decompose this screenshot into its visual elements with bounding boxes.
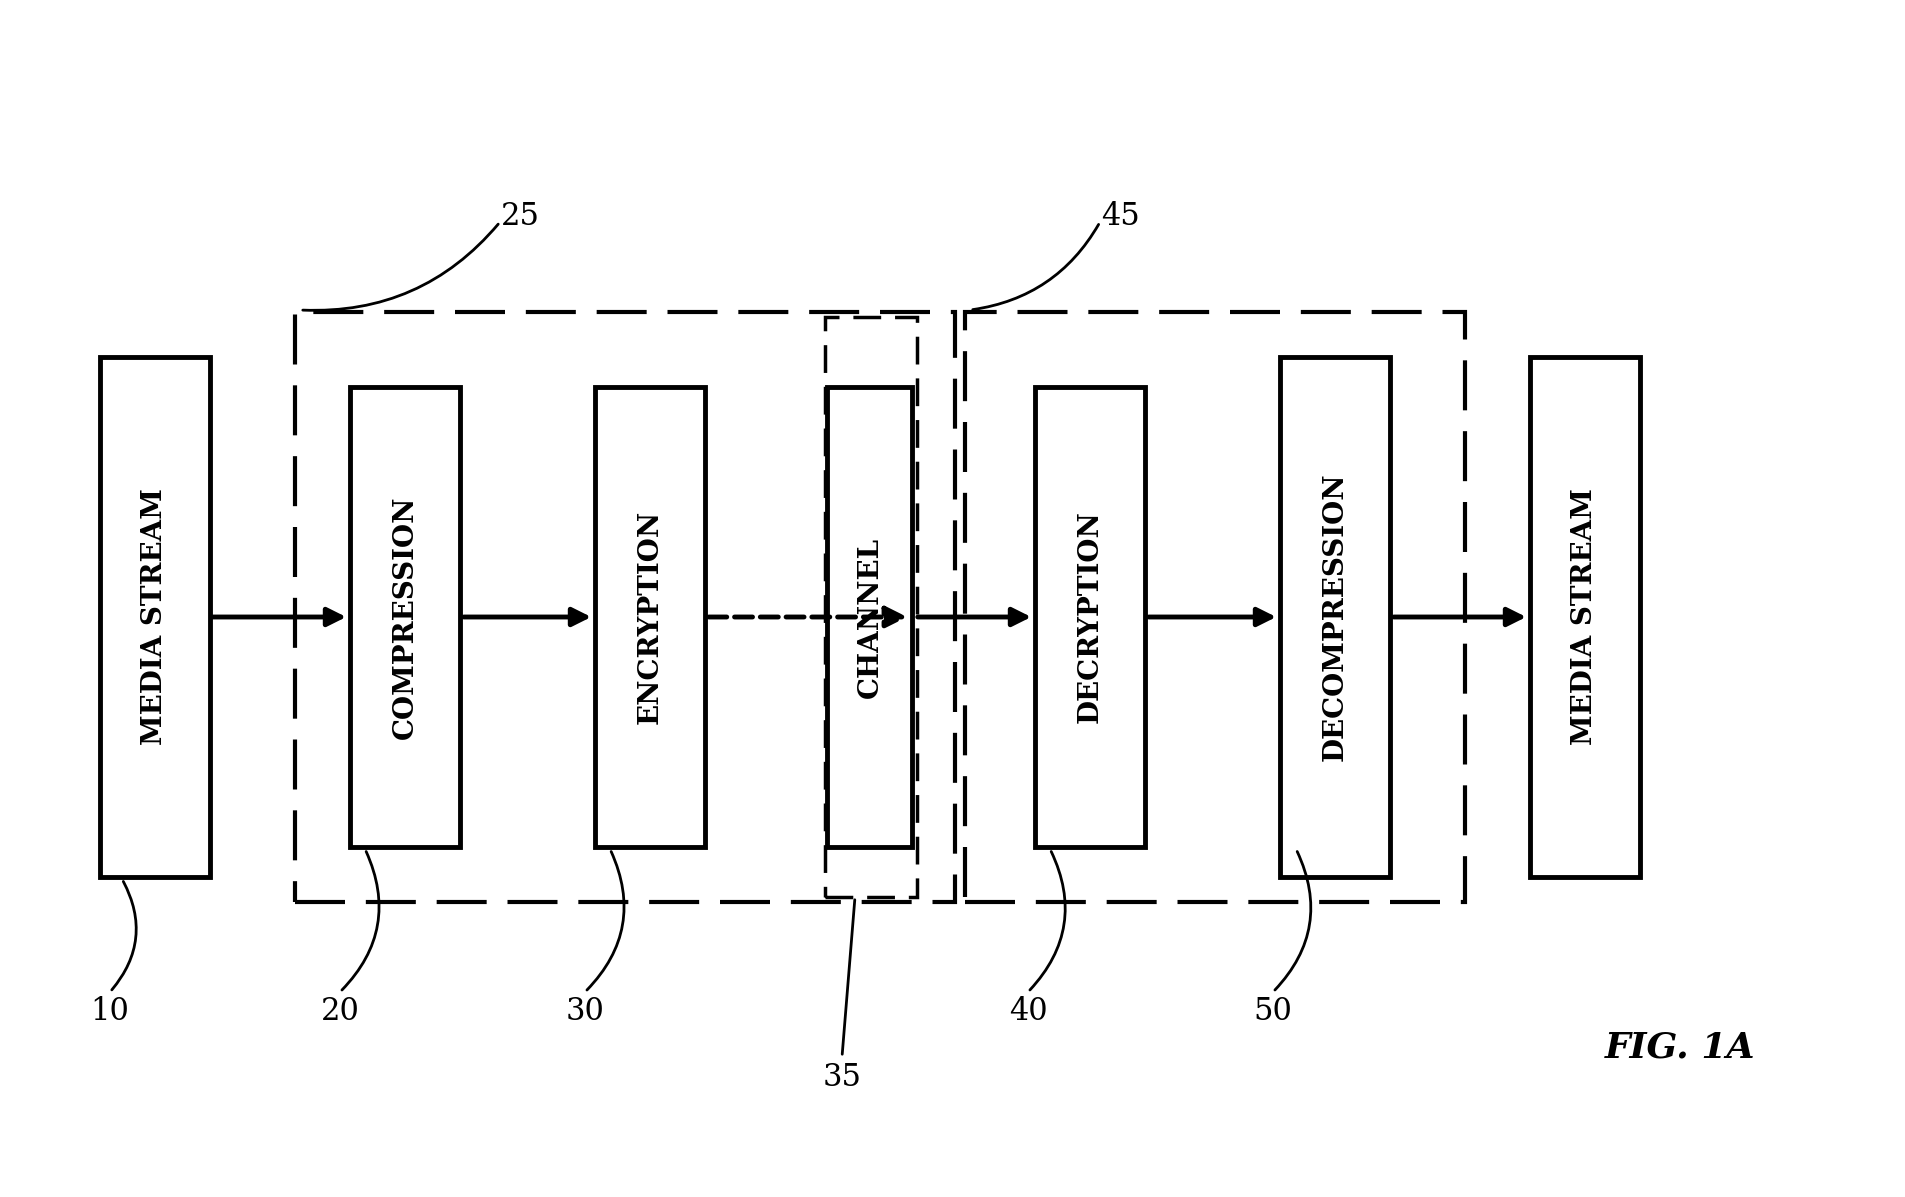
Bar	[351, 387, 459, 847]
Text: 25: 25	[501, 201, 539, 232]
Text: 30: 30	[566, 996, 604, 1027]
Text: MEDIA STREAM: MEDIA STREAM	[141, 488, 168, 746]
Bar	[1280, 357, 1391, 877]
Bar	[827, 387, 912, 847]
Text: 10: 10	[91, 996, 130, 1027]
Text: 35: 35	[823, 1062, 861, 1093]
Text: FIG. 1A: FIG. 1A	[1604, 1029, 1755, 1064]
Text: 50: 50	[1253, 996, 1292, 1027]
Text: DECOMPRESSION: DECOMPRESSION	[1322, 473, 1349, 761]
Bar	[1034, 387, 1145, 847]
Bar	[825, 317, 916, 897]
Text: COMPRESSION: COMPRESSION	[392, 496, 419, 739]
Bar	[966, 312, 1465, 903]
Text: 40: 40	[1008, 996, 1048, 1027]
Bar	[1530, 357, 1640, 877]
Bar	[99, 357, 210, 877]
Text: CHANNEL: CHANNEL	[857, 536, 884, 698]
Text: DECRYPTION: DECRYPTION	[1076, 511, 1103, 723]
Bar	[594, 387, 705, 847]
Text: MEDIA STREAM: MEDIA STREAM	[1572, 488, 1598, 746]
Text: 20: 20	[320, 996, 360, 1027]
Text: ENCRYPTION: ENCRYPTION	[636, 510, 663, 724]
Bar	[295, 312, 954, 903]
Text: 45: 45	[1101, 201, 1139, 232]
